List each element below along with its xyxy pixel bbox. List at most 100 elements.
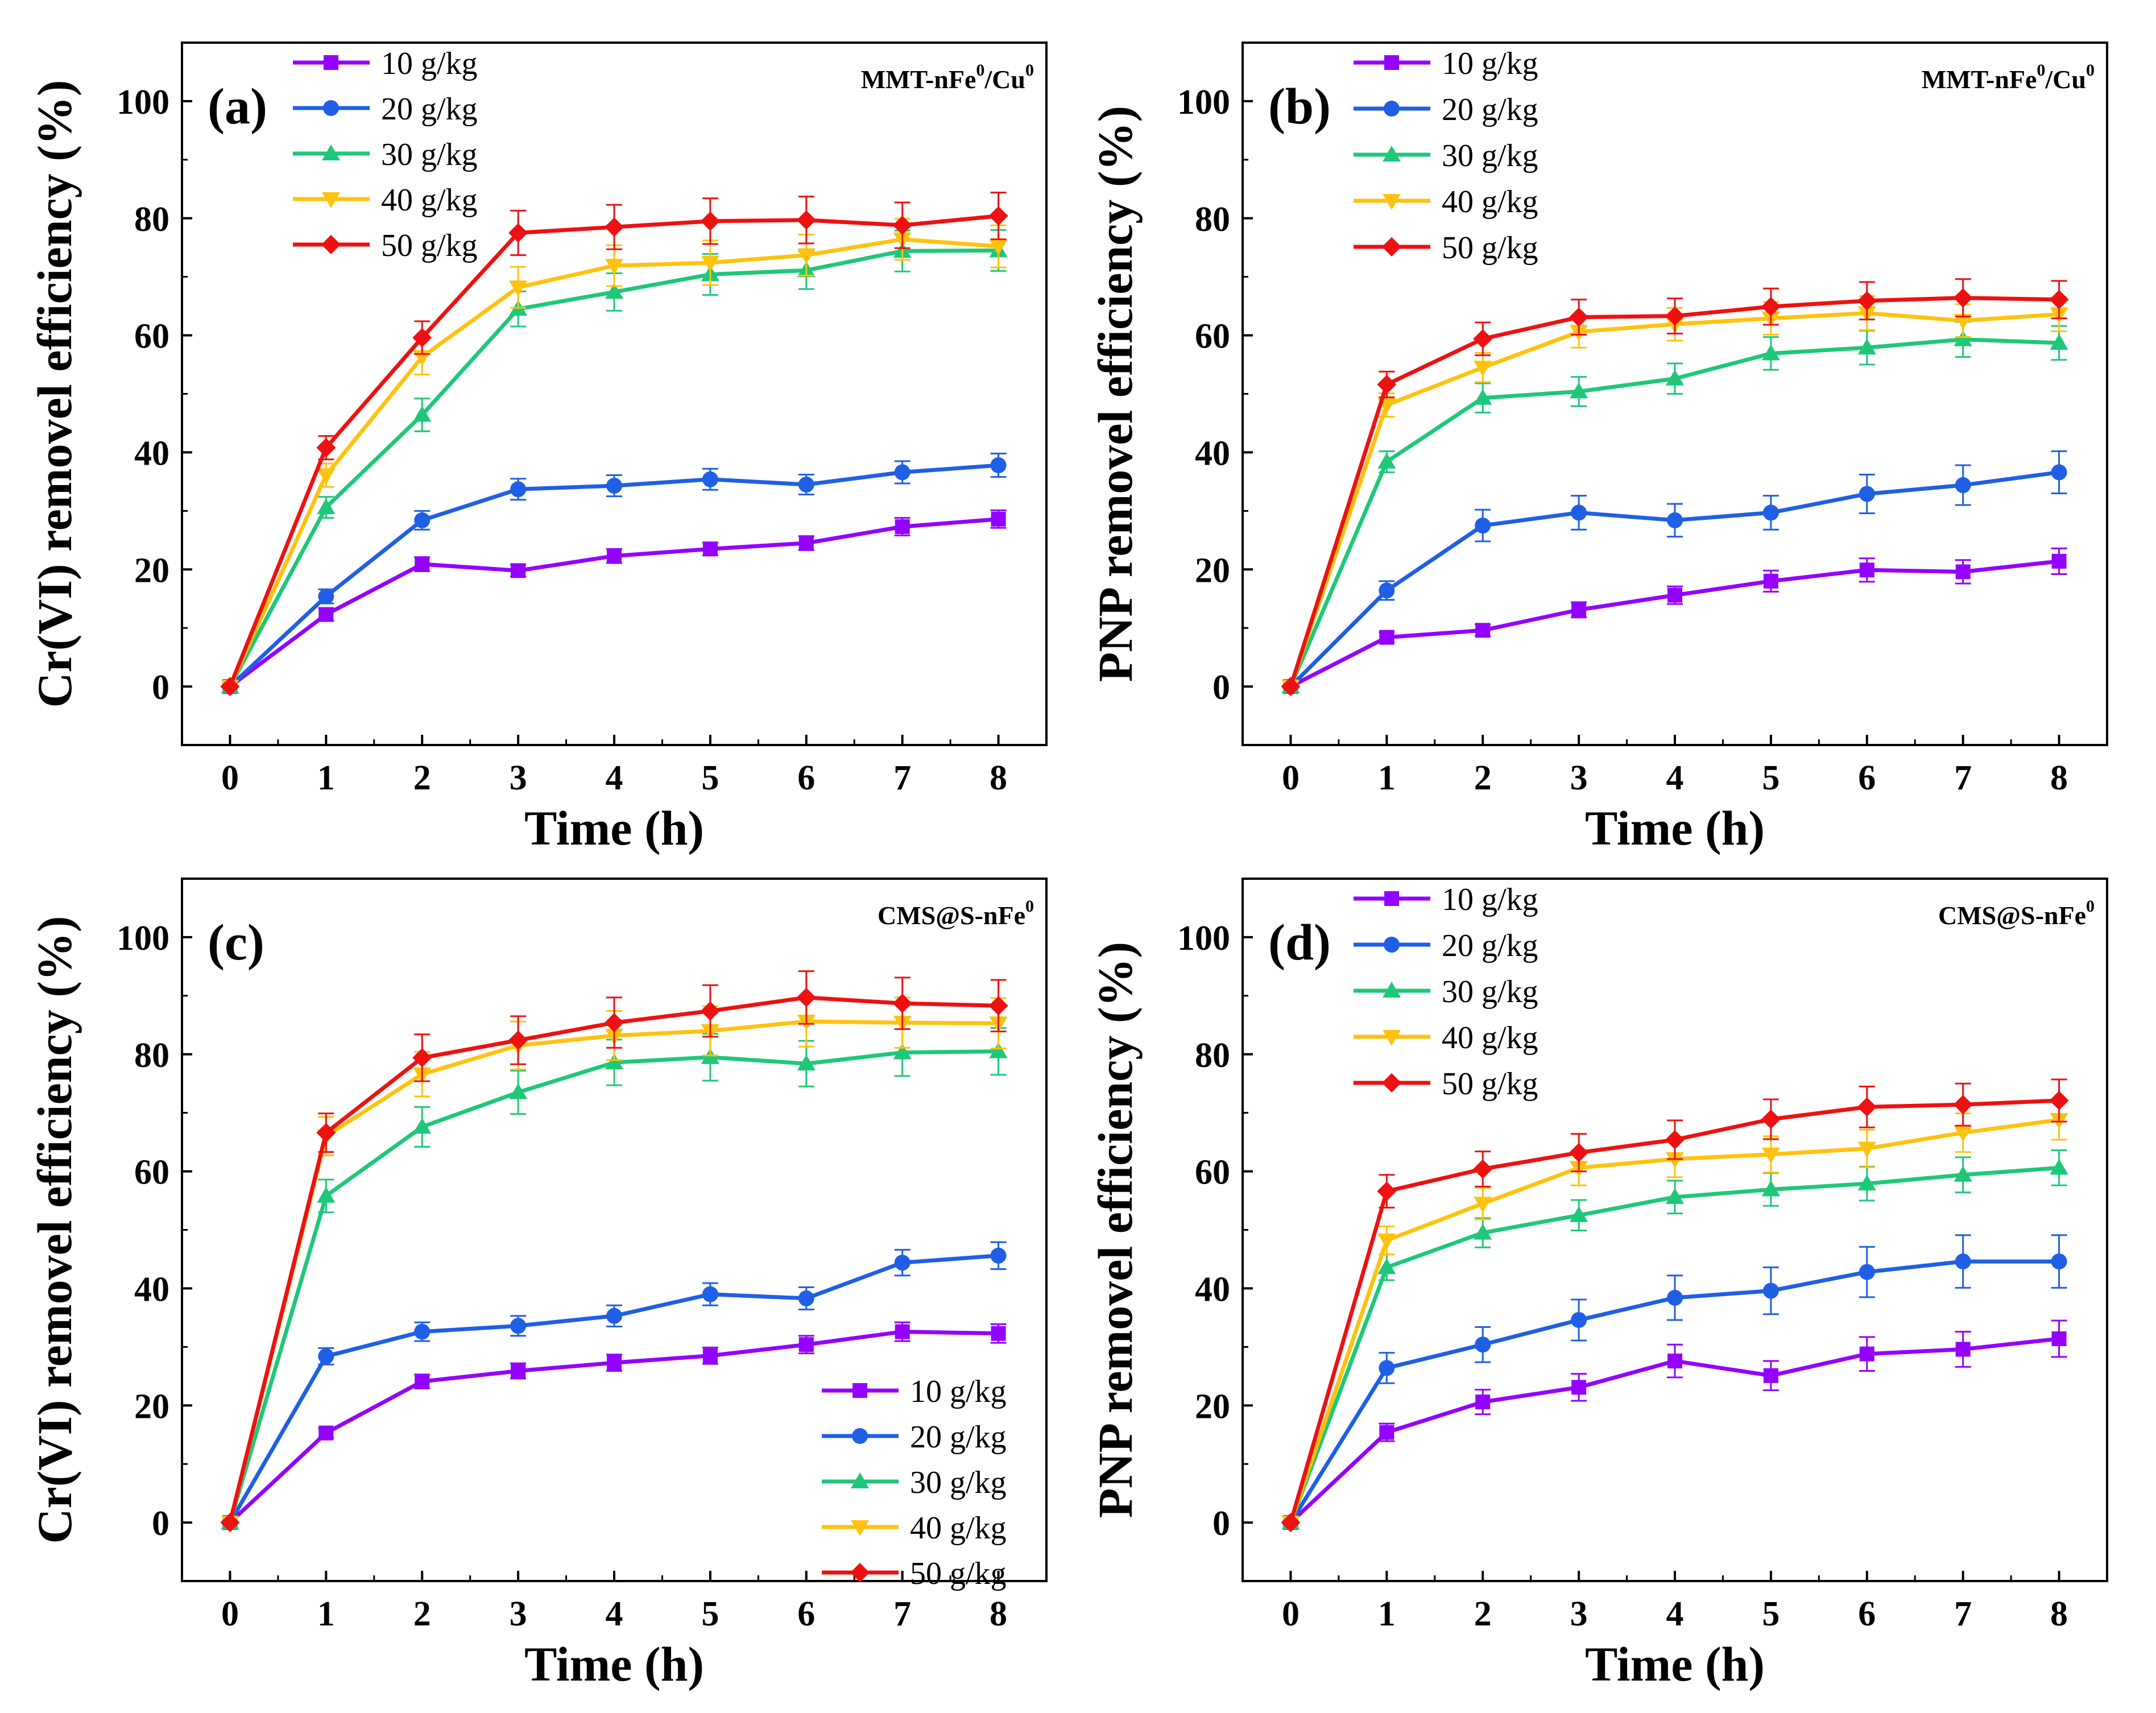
series-50gkg: [1281, 278, 2069, 697]
x-tick-label: 0: [221, 1595, 239, 1633]
data-point: [317, 1186, 336, 1203]
y-tick-label: 20: [1195, 551, 1230, 590]
data-point: [317, 468, 336, 485]
data-point: [1570, 382, 1588, 399]
y-tick-label: 60: [134, 1153, 169, 1192]
data-point: [1474, 388, 1492, 405]
data-point: [1761, 344, 1780, 361]
legend-marker: [1382, 237, 1401, 256]
data-point: [1955, 477, 1971, 494]
data-point: [1667, 1289, 1683, 1306]
data-point: [1955, 1342, 1971, 1357]
series-10gkg: [222, 509, 1007, 694]
data-point: [1953, 1095, 1973, 1115]
legend-label: 50 g/kg: [381, 228, 478, 263]
legend-label: 30 g/kg: [1442, 974, 1538, 1009]
x-tick-label: 3: [510, 759, 527, 797]
legend-label: 30 g/kg: [381, 137, 478, 172]
data-point: [1762, 1282, 1779, 1299]
x-axis-title: Time (h): [524, 801, 704, 855]
data-point: [318, 1425, 334, 1441]
series-10gkg: [1283, 1319, 2067, 1530]
legend-label: 50 g/kg: [1442, 1066, 1538, 1102]
legend-label: 40 g/kg: [381, 183, 478, 218]
material-part: 0: [2086, 61, 2095, 80]
x-tick-label: 0: [221, 759, 239, 797]
data-point: [1281, 677, 1301, 697]
legend: 10 g/kg 20 g/kg 30 g/kg 40 g/kg 50 g/kg: [293, 46, 478, 263]
plot-area: [1281, 1078, 2069, 1533]
x-tick-label: 2: [413, 1595, 431, 1633]
legend-label: 10 g/kg: [1442, 882, 1538, 917]
legend-marker: [851, 1520, 869, 1536]
legend-marker: [322, 144, 340, 160]
material-name: MMT-nFe0/Cu0: [1922, 61, 2095, 94]
x-tick-label: 2: [413, 759, 431, 797]
series-line: [1289, 559, 2059, 689]
data-point: [1281, 1513, 1301, 1533]
legend: 10 g/kg 20 g/kg 30 g/kg 40 g/kg 50 g/kg: [1354, 882, 1538, 1102]
series-50gkg: [1281, 1078, 2069, 1533]
data-point: [895, 519, 910, 535]
legend-marker: [1383, 982, 1401, 998]
legend-label: 20 g/kg: [1442, 92, 1538, 127]
data-point: [2050, 1158, 2068, 1175]
data-point: [414, 512, 431, 528]
data-point: [1571, 602, 1587, 618]
y-tick-label: 40: [1195, 1270, 1230, 1309]
series-line: [228, 248, 999, 688]
x-tick-label: 3: [1570, 759, 1588, 797]
data-point: [702, 1348, 718, 1363]
legend-marker: [1384, 101, 1400, 117]
y-tick-label: 100: [1177, 919, 1230, 958]
x-tick-label: 4: [606, 759, 623, 797]
data-point: [1570, 1206, 1588, 1222]
plot-area: [1281, 278, 2069, 697]
x-tick-label: 8: [990, 1595, 1007, 1633]
y-axis-title: PNP removel efficiency (%): [1088, 942, 1143, 1518]
y-tick-label: 100: [1177, 83, 1230, 122]
material-part: CMS@S-nFe: [1938, 901, 2086, 930]
data-point: [702, 1286, 718, 1302]
data-point: [1762, 504, 1779, 521]
legend-label: 40 g/kg: [910, 1511, 1007, 1546]
data-point: [318, 588, 334, 605]
panel-label: (c): [208, 915, 264, 971]
data-point: [895, 1324, 910, 1339]
legend-label: 10 g/kg: [910, 1374, 1007, 1409]
x-tick-label: 0: [1282, 1595, 1300, 1633]
material-part: 0: [1025, 61, 1034, 80]
plot-frame: [181, 42, 1048, 746]
data-point: [1473, 329, 1493, 349]
data-point: [413, 1118, 432, 1134]
data-point: [1859, 562, 1874, 578]
data-point: [606, 1307, 622, 1324]
legend-label: 20 g/kg: [381, 92, 478, 127]
legend-marker: [321, 235, 341, 254]
data-point: [412, 328, 432, 347]
material-name: CMS@S-nFe0: [878, 897, 1034, 930]
legend-marker: [1384, 937, 1400, 953]
plot-area: [220, 970, 1008, 1533]
x-tick-label: 4: [1666, 759, 1684, 797]
data-point: [413, 406, 432, 422]
material-part: 0: [2086, 897, 2095, 916]
material-name: CMS@S-nFe0: [1938, 897, 2095, 930]
x-axis-title: Time (h): [1585, 1637, 1765, 1691]
material-part: 0: [1025, 897, 1034, 916]
legend-label: 10 g/kg: [381, 46, 478, 81]
data-point: [1379, 1425, 1394, 1440]
plot-area: [220, 191, 1008, 697]
data-point: [1857, 1174, 1876, 1191]
data-point: [510, 1318, 527, 1334]
data-point: [1379, 630, 1394, 645]
data-point: [318, 1348, 334, 1364]
data-point: [2051, 1331, 2067, 1346]
data-point: [990, 1247, 1007, 1264]
y-tick-label: 80: [134, 200, 169, 239]
data-point: [700, 211, 720, 231]
data-point: [1474, 361, 1492, 377]
y-tick-label: 40: [1195, 434, 1230, 473]
legend-marker: [853, 1383, 867, 1398]
